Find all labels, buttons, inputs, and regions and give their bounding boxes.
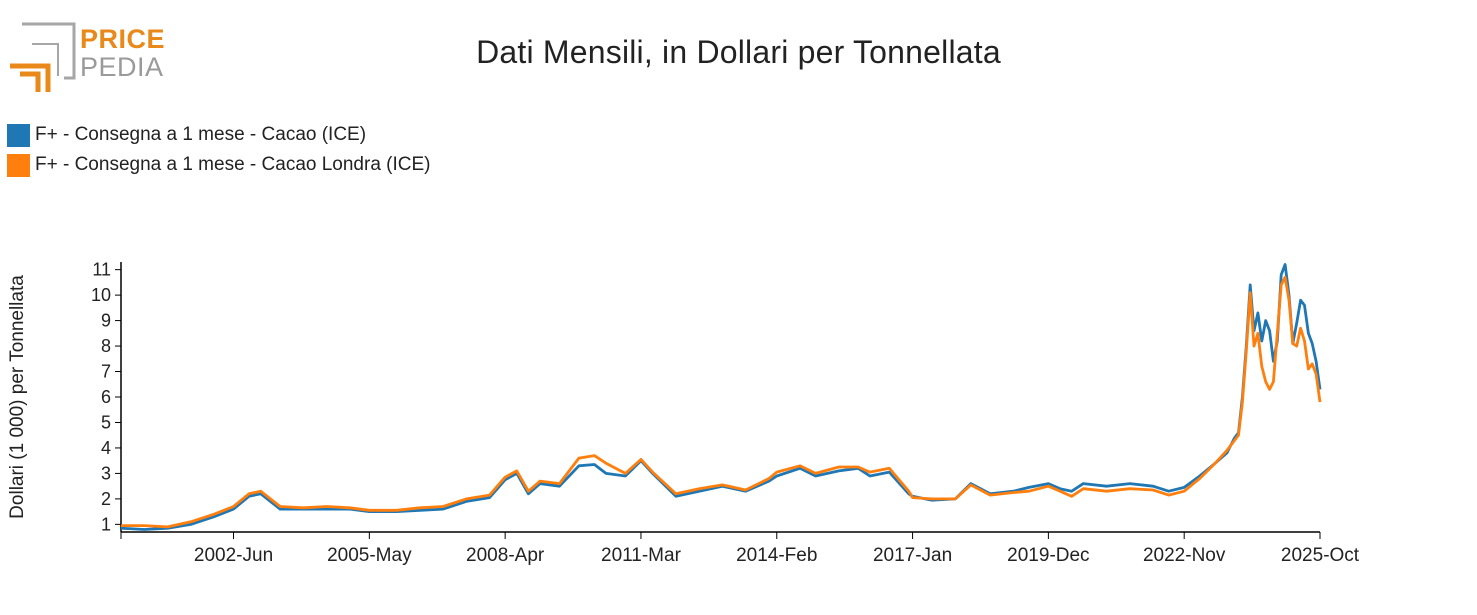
y-tick-label: 9 [101,311,111,331]
legend-item-series-2[interactable]: F+ - Consegna a 1 mese - Cacao Londra (I… [7,150,431,180]
y-tick-label: 1 [101,514,111,534]
logo-mark-icon [10,22,76,92]
x-tick-label: 2019-Dec [1007,545,1089,566]
y-tick-label: 3 [101,463,111,483]
y-tick-label: 11 [92,260,111,280]
series-line-2[interactable] [121,275,1322,529]
x-tick-label: 2005-May [327,545,412,566]
y-tick-label: 2 [101,489,111,509]
x-tick-label: 2011-Mar [601,545,682,566]
plot-area [120,263,1322,531]
y-tick-label: 5 [101,412,111,432]
x-axis: 2002-Jun 2005-May 2008-Apr 2011-Mar 2014-Feb… [120,531,1360,566]
y-tick-label: 7 [101,362,111,382]
x-tick-label: 2025-Oct [1281,545,1360,566]
pricepedia-logo: PRICE PEDIA [8,22,168,94]
legend-swatch-series-2 [7,153,30,177]
x-tick-label: 2002-Jun [194,545,273,566]
logo-pedia-text: PEDIA [80,52,164,82]
chart-title: Dati Mensili, in Dollari per Tonnellata [476,34,1001,70]
x-tick-label: 2008-Apr [466,545,545,566]
y-tick-label: 8 [101,336,111,356]
y-axis: 1 2 3 4 5 6 7 8 9 10 11 [91,260,122,534]
x-tick-label: 2022-Nov [1143,545,1226,566]
y-tick-label: 4 [101,438,111,458]
legend-label-series-1: F+ - Consegna a 1 mese - Cacao (ICE) [35,124,367,145]
y-axis-label: Dollari (1 000) per Tonnellata [7,275,28,519]
y-tick-label: 10 [91,285,111,305]
x-tick-label: 2014-Feb [736,545,817,566]
legend-item-series-1[interactable]: F+ - Consegna a 1 mese - Cacao (ICE) [7,120,431,150]
x-tick-label: 2017-Jan [873,545,952,566]
logo-price-text: PRICE [80,24,166,54]
y-tick-label: 6 [101,387,111,407]
chart-legend: F+ - Consegna a 1 mese - Cacao (ICE) F+ … [7,120,431,180]
legend-swatch-series-1 [7,123,30,147]
legend-label-series-2: F+ - Consegna a 1 mese - Cacao Londra (I… [35,154,431,175]
